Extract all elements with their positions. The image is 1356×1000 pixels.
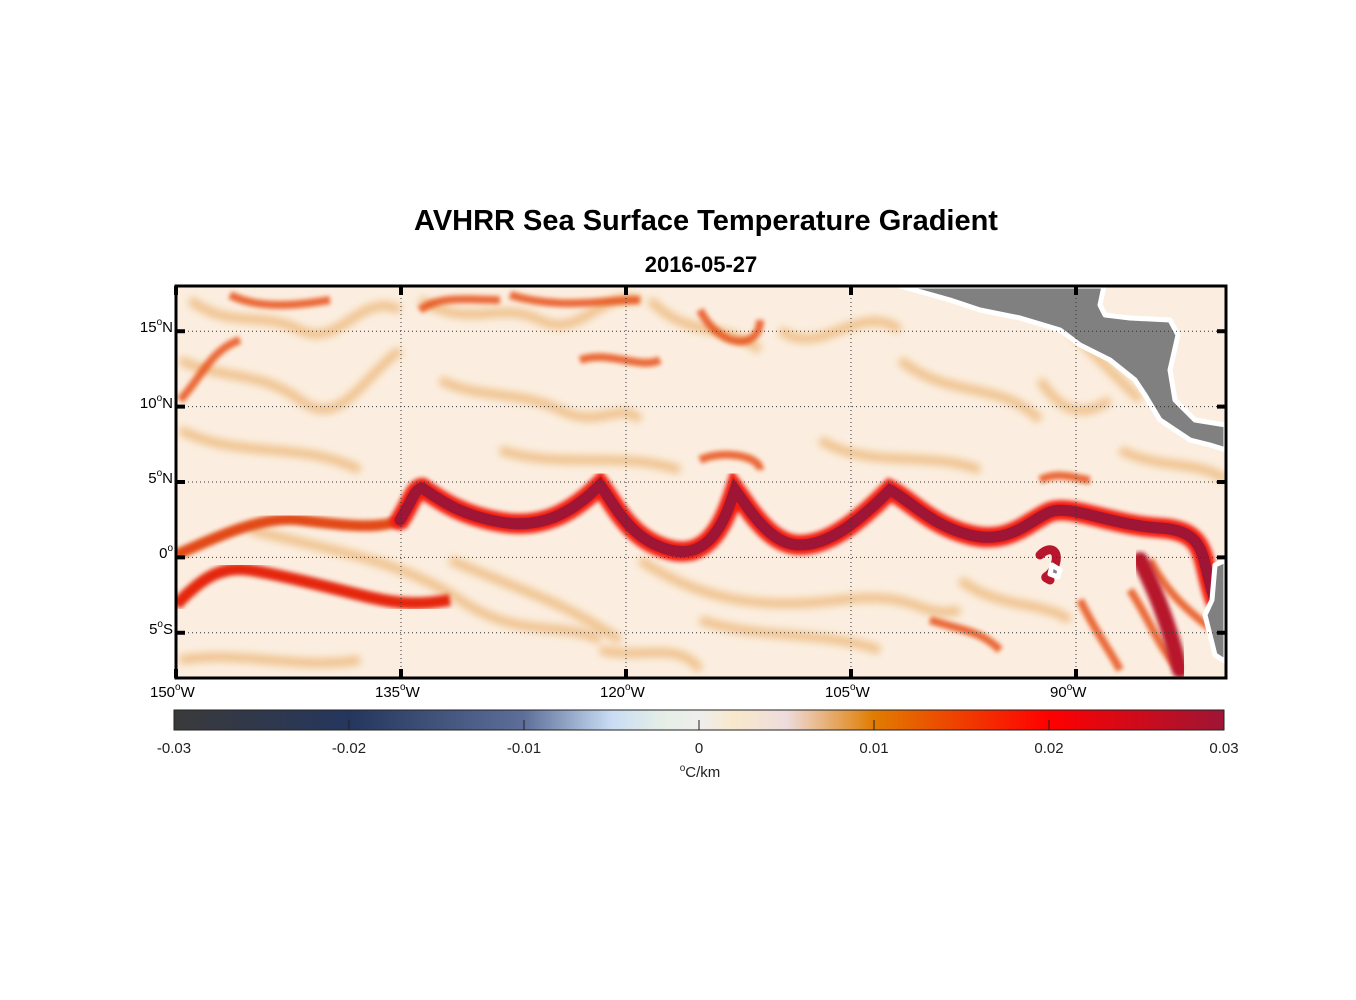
hemisphere: W (1072, 684, 1087, 701)
chart-title: AVHRR Sea Surface Temperature Gradient (414, 205, 998, 237)
lat-tick-label: 0o (159, 543, 173, 563)
land-central-america (897, 286, 1226, 665)
hemisphere: N (162, 470, 173, 487)
equatorial-front-tropical-instability-waves (390, 468, 1225, 678)
weak-gradient-fronts (177, 294, 1226, 673)
tick-value: 90 (1050, 684, 1067, 701)
tick-value: 5 (148, 470, 157, 487)
lat-tick-label: 10oN (139, 392, 173, 412)
colorbar-tick-label: 0.02 (1034, 740, 1064, 757)
degree-symbol: o (156, 317, 163, 329)
colorbar-tick-label: 0 (694, 740, 704, 757)
grid-lines (176, 286, 1226, 678)
lon-tick-label: 105oW (825, 682, 870, 701)
tick-value: 105 (825, 684, 851, 701)
degree-symbol: o (156, 392, 163, 404)
tick-value: 15 (139, 319, 157, 337)
degree-symbol: o (400, 682, 406, 693)
tick-value: 135 (375, 684, 401, 701)
lon-tick-label: 150oW (150, 682, 195, 701)
tick-value: 10 (139, 394, 157, 412)
lat-tick-label: 15oN (139, 317, 173, 337)
lon-tick-label: 120oW (600, 682, 645, 701)
colorbar-tick-label: 0.01 (859, 740, 889, 757)
tick-value: 150 (150, 684, 176, 701)
equatorial-front-south (176, 513, 451, 610)
lon-tick-label: 135oW (375, 682, 420, 701)
chart-subtitle: 2016-05-27 (644, 252, 758, 277)
hemisphere: N (162, 319, 173, 337)
colorbar-tick-label: -0.01 (506, 740, 542, 757)
hemisphere: W (855, 684, 870, 701)
hemisphere: W (630, 684, 645, 701)
lat-tick-label: 5oS (149, 618, 173, 638)
hemisphere: W (180, 684, 195, 701)
degree-symbol: o (850, 682, 856, 693)
hemisphere: N (162, 394, 173, 412)
lon-tick-label: 90oW (1050, 682, 1087, 701)
colorbar-unit-label: oC/km (679, 763, 721, 781)
unit-text: C/km (685, 764, 721, 781)
colorbar-ticks (348, 720, 1050, 730)
hemisphere: S (162, 620, 173, 638)
colorbar-tick-label: -0.03 (156, 740, 192, 757)
degree-symbol: o (625, 682, 631, 693)
lat-tick-label: 5oN (148, 468, 173, 487)
degree-symbol: o (679, 763, 686, 774)
tick-value: 0 (159, 545, 168, 563)
degree-symbol: o (1066, 682, 1073, 693)
hemisphere: W (405, 684, 420, 701)
degree-symbol: o (156, 468, 163, 479)
frame-ticks (174, 286, 1226, 678)
colorbar-tick-label: 0.03 (1209, 740, 1239, 757)
degree-symbol: o (167, 543, 173, 555)
degree-symbol: o (175, 682, 181, 693)
tick-value: 5 (149, 620, 158, 638)
tick-value: 120 (600, 684, 626, 701)
colorbar-tick-label: -0.02 (331, 740, 367, 757)
degree-symbol: o (157, 618, 163, 630)
